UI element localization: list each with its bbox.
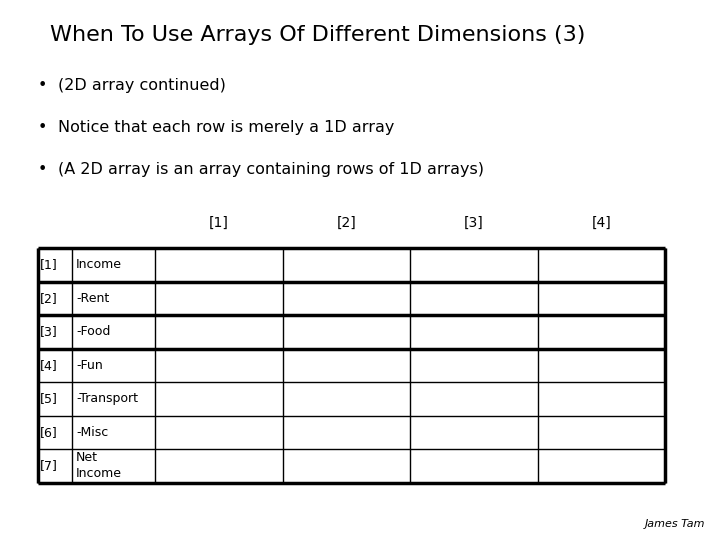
Text: [3]: [3] [40, 325, 58, 338]
Text: -Rent: -Rent [76, 292, 109, 305]
Text: (2D array continued): (2D array continued) [58, 78, 226, 93]
Text: [6]: [6] [40, 426, 58, 438]
Text: James Tam: James Tam [645, 519, 706, 529]
Text: [2]: [2] [336, 216, 356, 230]
Text: Notice that each row is merely a 1D array: Notice that each row is merely a 1D arra… [58, 120, 395, 135]
Text: [3]: [3] [464, 216, 484, 230]
Text: -Fun: -Fun [76, 359, 103, 372]
Text: Income: Income [76, 258, 122, 271]
Text: [4]: [4] [40, 359, 58, 372]
Text: -Transport: -Transport [76, 392, 138, 405]
Text: [5]: [5] [40, 392, 58, 405]
Text: [4]: [4] [591, 216, 611, 230]
Text: •: • [38, 162, 48, 177]
Text: [1]: [1] [40, 258, 58, 271]
Text: -Misc: -Misc [76, 426, 108, 438]
Text: (A 2D array is an array containing rows of 1D arrays): (A 2D array is an array containing rows … [58, 162, 484, 177]
Text: •: • [38, 120, 48, 135]
Text: [7]: [7] [40, 459, 58, 472]
Text: [2]: [2] [40, 292, 58, 305]
Text: •: • [38, 78, 48, 93]
Text: [1]: [1] [209, 216, 229, 230]
Text: -Food: -Food [76, 325, 110, 338]
Text: When To Use Arrays Of Different Dimensions (3): When To Use Arrays Of Different Dimensio… [50, 25, 585, 45]
Text: Net
Income: Net Income [76, 451, 122, 480]
